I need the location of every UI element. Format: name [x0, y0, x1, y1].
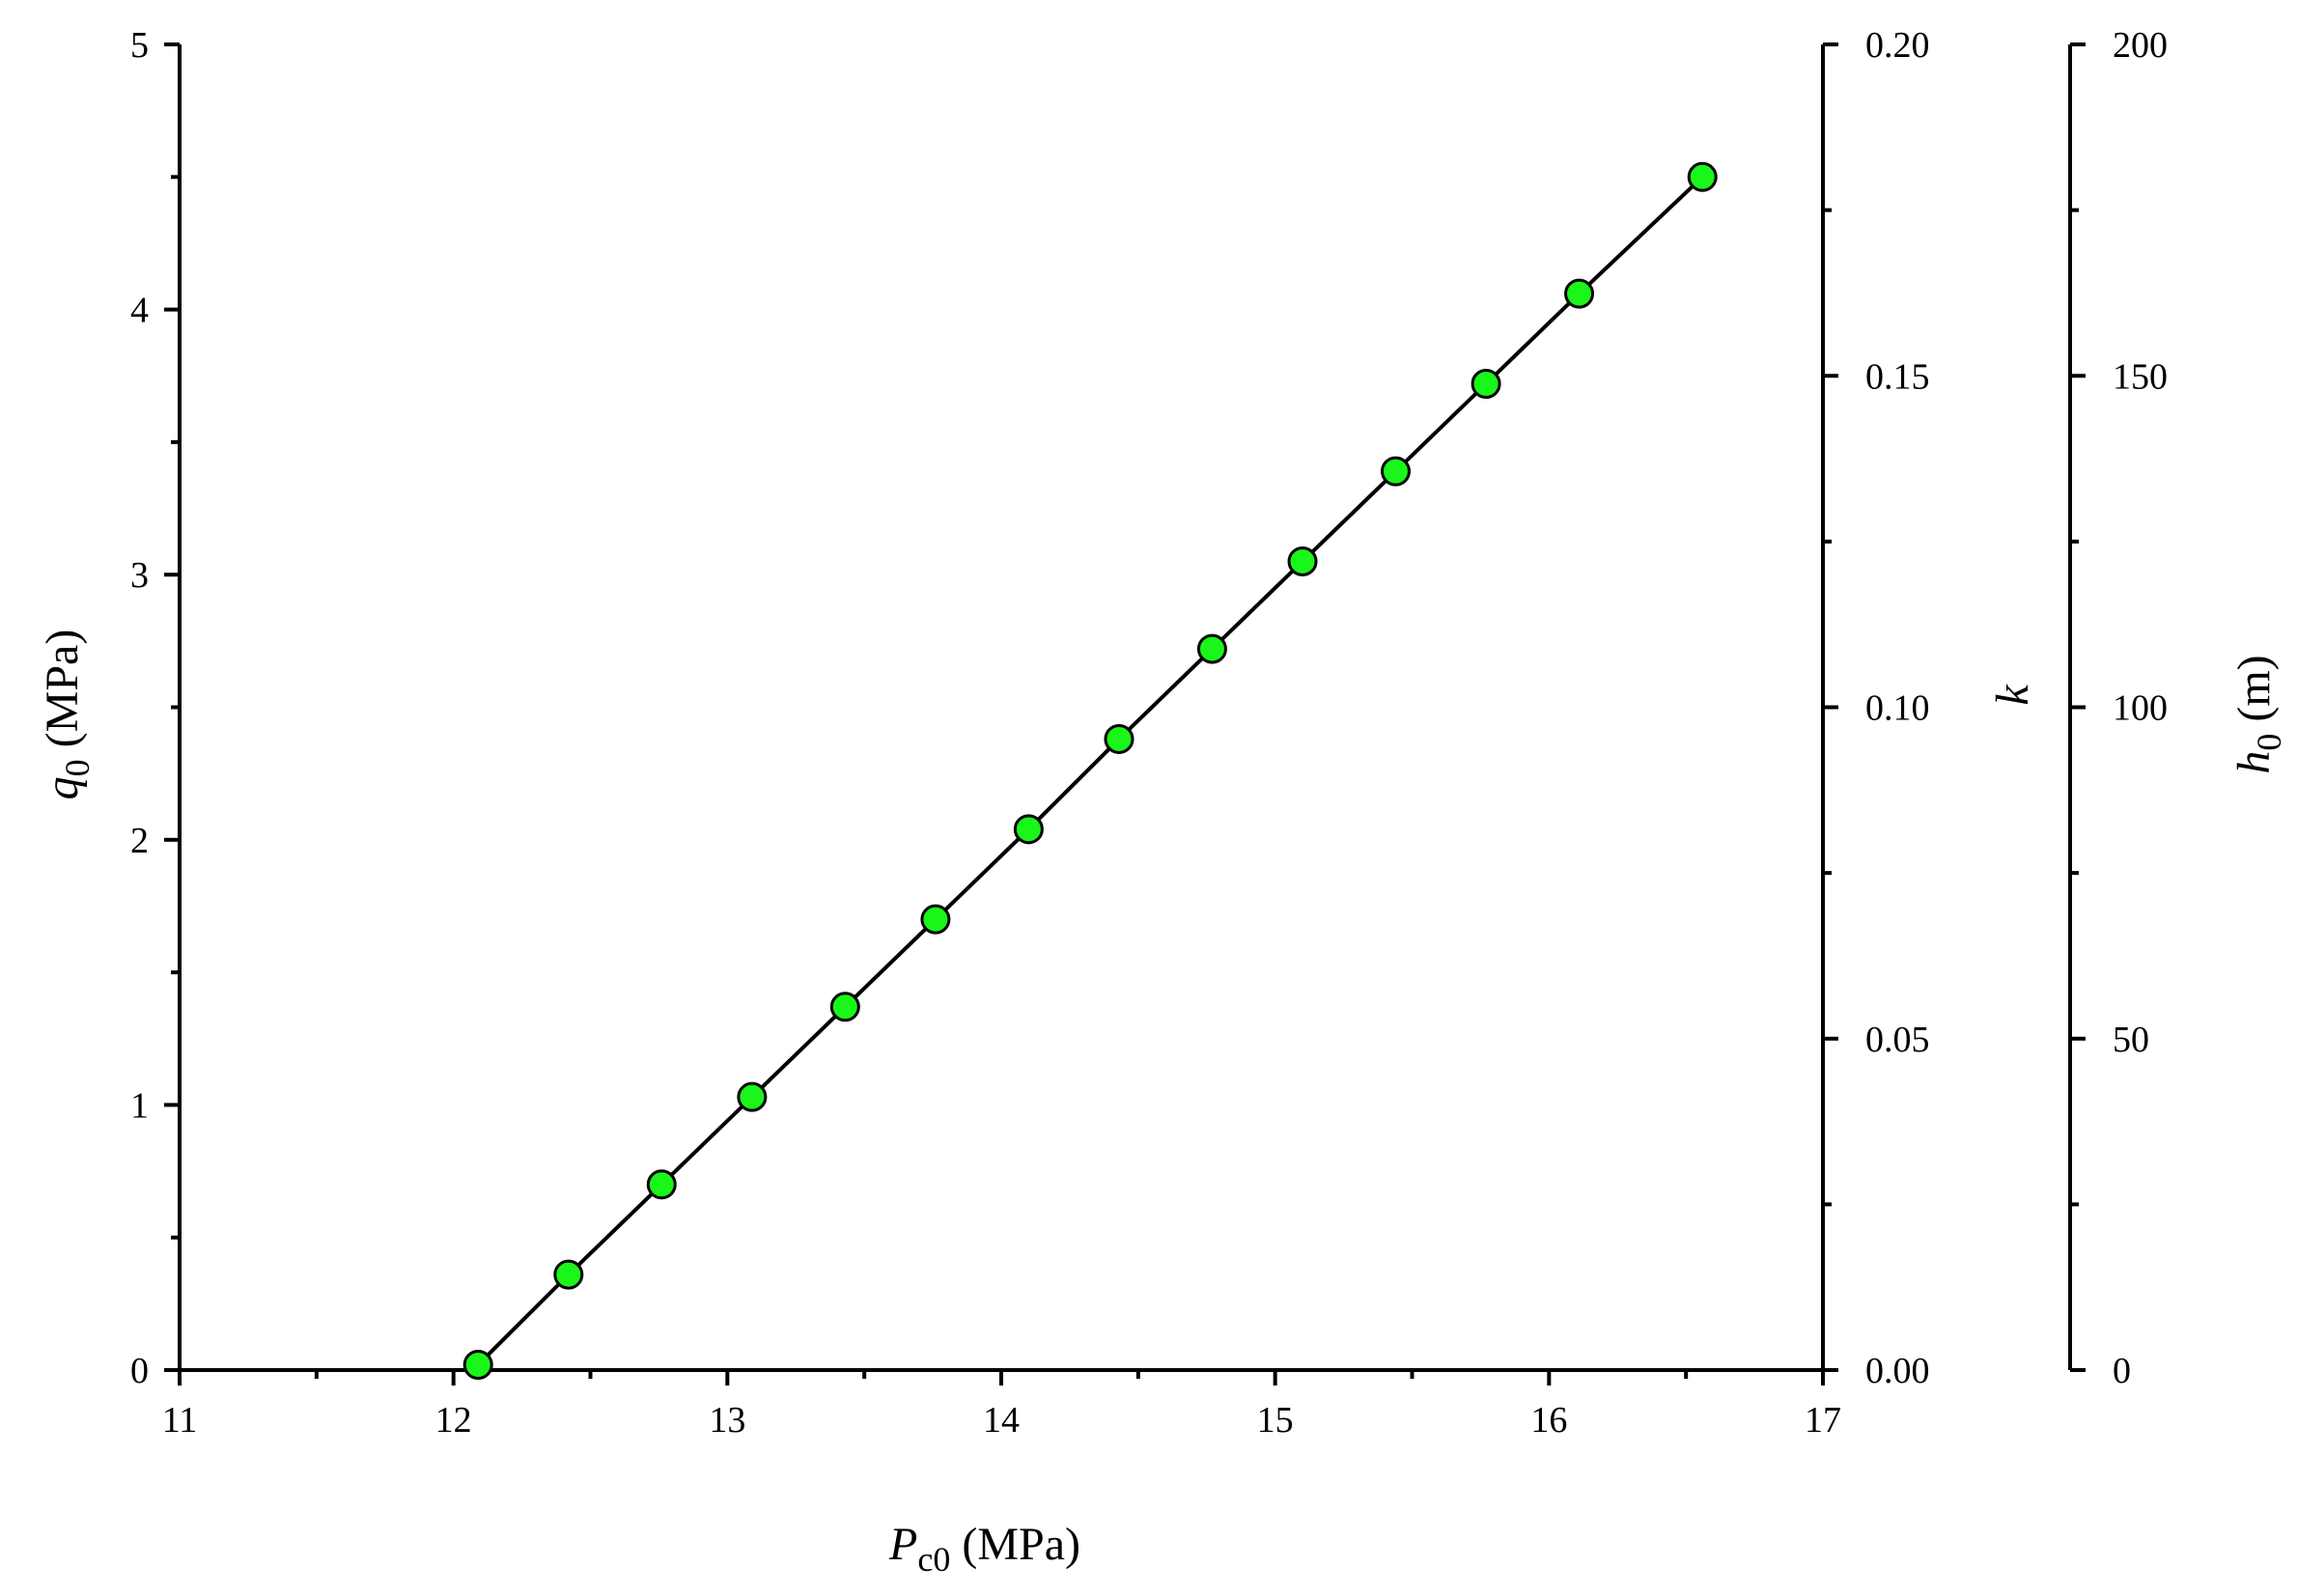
data-point	[1196, 633, 1227, 664]
series-group	[462, 161, 1718, 1381]
h0-tick-label: 100	[2113, 688, 2168, 729]
x-tick-label: 16	[1530, 1400, 1567, 1441]
k-axis-ticks: 0.00 0.05 0.10 0.15 0.20	[1823, 25, 1930, 1391]
data-point	[737, 1081, 768, 1112]
data-point	[1013, 814, 1044, 845]
series-line	[476, 175, 1704, 1366]
k-tick-label: 0.05	[1865, 1020, 1930, 1060]
h0-tick-label: 50	[2113, 1020, 2149, 1060]
data-point	[1104, 723, 1134, 754]
left-y-tick-label: 2	[130, 821, 149, 861]
x-tick-label: 12	[435, 1400, 472, 1441]
k-tick-label: 0.15	[1865, 356, 1930, 397]
x-axis-ticks: 11 12 13 14 15 16 17	[162, 1370, 1841, 1441]
k-axis-title: k	[1987, 684, 2038, 706]
data-point	[646, 1169, 677, 1200]
x-axis-title: Pc0 (MPa)	[888, 1519, 1080, 1579]
h0-tick-label: 150	[2113, 356, 2168, 397]
left-y-tick-label: 1	[130, 1085, 149, 1126]
data-point	[1687, 161, 1718, 192]
data-point	[1380, 456, 1411, 487]
left-y-tick-label: 5	[130, 25, 149, 66]
x-tick-label: 14	[983, 1400, 1020, 1441]
left-y-axis-title: q0 (MPa)	[37, 630, 97, 800]
h0-axis-title: h0 (m)	[2228, 655, 2288, 773]
data-point	[920, 904, 951, 935]
data-point	[1471, 368, 1501, 399]
x-tick-label: 15	[1257, 1400, 1294, 1441]
left-y-tick-label: 3	[130, 555, 149, 596]
left-y-tick-label: 4	[130, 291, 149, 331]
k-tick-label: 0.10	[1865, 688, 1930, 729]
data-point	[462, 1350, 493, 1381]
data-point	[1564, 278, 1595, 309]
h0-tick-label: 0	[2113, 1351, 2131, 1391]
k-tick-label: 0.00	[1865, 1351, 1930, 1391]
x-tick-label: 11	[162, 1400, 198, 1441]
x-tick-label: 17	[1805, 1400, 1841, 1441]
h0-axis-ticks: 0 50 100 150 200	[2070, 25, 2168, 1391]
data-point	[829, 992, 860, 1022]
x-tick-label: 13	[709, 1400, 745, 1441]
k-tick-label: 0.20	[1865, 25, 1930, 66]
left-y-axis-ticks: 0 1 2 3 4 5	[130, 25, 180, 1391]
left-y-tick-label: 0	[130, 1351, 149, 1391]
plot-frame	[178, 44, 2072, 1372]
data-point	[553, 1259, 584, 1290]
h0-tick-label: 200	[2113, 25, 2168, 66]
data-point	[1287, 546, 1318, 576]
